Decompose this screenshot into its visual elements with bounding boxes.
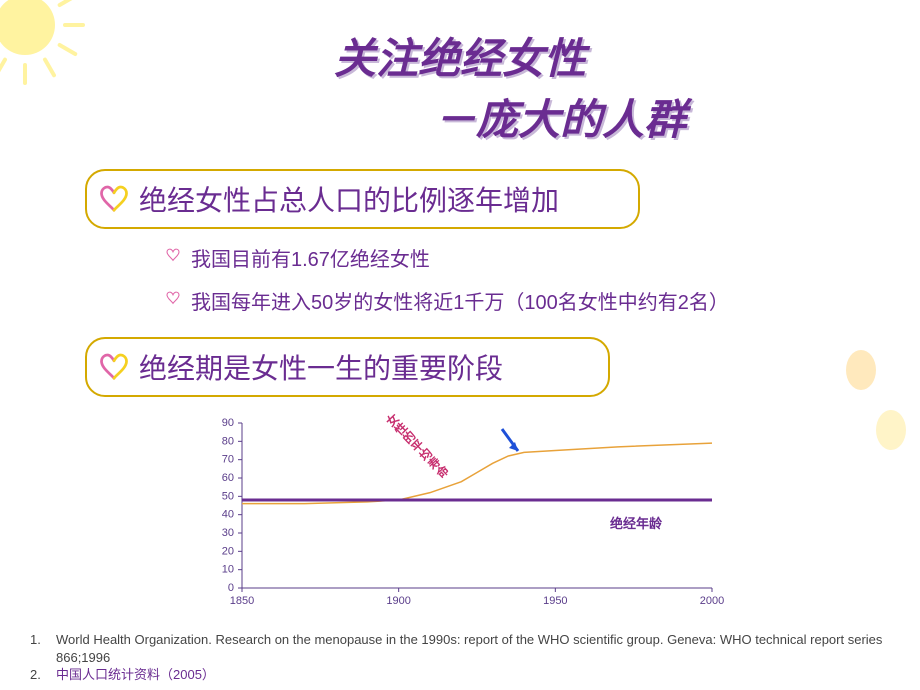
svg-text:60: 60 — [222, 472, 234, 484]
svg-text:20: 20 — [222, 545, 234, 557]
svg-text:80: 80 — [222, 435, 234, 447]
svg-text:40: 40 — [222, 509, 234, 521]
title-line-1: 关注绝经女性 — [0, 25, 920, 86]
heading-box-2: 绝经期是女性一生的重要阶段 — [85, 337, 610, 397]
heading-box-1: 绝经女性占总人口的比例逐年增加 — [85, 169, 640, 229]
heading-text-2: 绝经期是女性一生的重要阶段 — [139, 353, 503, 384]
heart-bullet-icon — [165, 247, 181, 263]
heading-text-1: 绝经女性占总人口的比例逐年增加 — [139, 185, 559, 216]
svg-text:2000: 2000 — [700, 595, 724, 607]
heart-bullet-icon — [165, 290, 181, 306]
line-chart: 01020304050607080901850190019502000 女性的平… — [190, 415, 730, 620]
svg-text:1850: 1850 — [230, 595, 254, 607]
balloon-decoration — [876, 410, 906, 450]
heart-icon — [99, 352, 129, 382]
svg-text:70: 70 — [222, 454, 234, 466]
chart-series-label: 绝经年龄 — [610, 513, 662, 532]
svg-text:90: 90 — [222, 417, 234, 429]
ref-2: 2. 中国人口统计资料（2005） — [30, 666, 920, 684]
svg-text:1950: 1950 — [543, 595, 567, 607]
bullet-text-2: 我国每年进入50岁的女性将近1千万（100名女性中约有2名） — [191, 292, 729, 314]
svg-text:10: 10 — [222, 564, 234, 576]
svg-text:1900: 1900 — [386, 595, 410, 607]
slide-title: 关注绝经女性 －庞大的人群 — [0, 0, 920, 147]
title-line-2: －庞大的人群 — [200, 86, 920, 147]
heart-icon — [99, 184, 129, 214]
ref-1: 1. World Health Organization. Research o… — [30, 631, 920, 666]
balloon-decoration — [846, 350, 876, 390]
references: 1. World Health Organization. Research o… — [30, 631, 920, 684]
svg-text:50: 50 — [222, 490, 234, 502]
bullet-1: 我国目前有1.67亿绝经女性 — [165, 243, 920, 272]
svg-text:30: 30 — [222, 527, 234, 539]
bullet-2: 我国每年进入50岁的女性将近1千万（100名女性中约有2名） — [165, 286, 920, 315]
svg-text:0: 0 — [228, 582, 234, 594]
bullet-text-1: 我国目前有1.67亿绝经女性 — [191, 249, 430, 271]
